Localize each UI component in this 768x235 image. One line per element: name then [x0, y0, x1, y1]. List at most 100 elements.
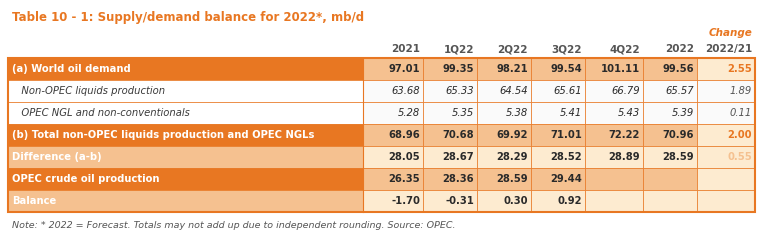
Text: 2022/21: 2022/21	[705, 44, 752, 54]
Text: 69.92: 69.92	[496, 130, 528, 140]
Bar	[363, 58, 423, 80]
Bar	[643, 102, 697, 124]
Text: 72.22: 72.22	[608, 130, 640, 140]
Bar	[363, 168, 423, 190]
Bar	[585, 124, 643, 146]
Bar	[697, 124, 755, 146]
Text: Table 10 - 1: Supply/demand balance for 2022*, mb/d: Table 10 - 1: Supply/demand balance for …	[12, 11, 364, 24]
Text: 63.68: 63.68	[392, 86, 420, 96]
Bar	[697, 190, 755, 212]
Text: 28.59: 28.59	[662, 152, 694, 162]
Text: OPEC NGL and non-conventionals: OPEC NGL and non-conventionals	[12, 108, 190, 118]
Text: Balance: Balance	[12, 196, 56, 206]
Bar	[477, 80, 531, 102]
Text: 99.35: 99.35	[442, 64, 474, 74]
Text: 2.00: 2.00	[727, 130, 752, 140]
Bar	[477, 190, 531, 212]
Bar	[585, 168, 643, 190]
Text: 29.44: 29.44	[550, 174, 582, 184]
Text: 5.43: 5.43	[617, 108, 640, 118]
Text: 4Q22: 4Q22	[609, 44, 640, 54]
Bar	[477, 58, 531, 80]
Bar	[531, 102, 585, 124]
Text: 5.28: 5.28	[398, 108, 420, 118]
Bar	[8, 124, 363, 146]
Text: 5.38: 5.38	[506, 108, 528, 118]
Bar	[423, 168, 477, 190]
Bar	[531, 58, 585, 80]
Bar	[363, 124, 423, 146]
Text: 26.35: 26.35	[389, 174, 420, 184]
Bar	[477, 124, 531, 146]
Bar	[363, 190, 423, 212]
Text: 68.96: 68.96	[389, 130, 420, 140]
Text: Non-OPEC liquids production: Non-OPEC liquids production	[12, 86, 165, 96]
Text: 65.57: 65.57	[665, 86, 694, 96]
Text: 65.33: 65.33	[445, 86, 474, 96]
Bar	[697, 58, 755, 80]
Text: Note: * 2022 = Forecast. Totals may not add up due to independent rounding. Sour: Note: * 2022 = Forecast. Totals may not …	[12, 220, 455, 230]
Text: 28.89: 28.89	[608, 152, 640, 162]
Text: 28.59: 28.59	[496, 174, 528, 184]
Bar	[643, 168, 697, 190]
Bar	[423, 190, 477, 212]
Bar	[531, 146, 585, 168]
Bar	[643, 58, 697, 80]
Text: 98.21: 98.21	[496, 64, 528, 74]
Bar	[423, 146, 477, 168]
Text: 2.55: 2.55	[727, 64, 752, 74]
Text: 64.54: 64.54	[499, 86, 528, 96]
Text: 28.67: 28.67	[442, 152, 474, 162]
Text: 65.61: 65.61	[554, 86, 582, 96]
Text: 70.68: 70.68	[442, 130, 474, 140]
Bar	[643, 190, 697, 212]
Bar	[477, 146, 531, 168]
Text: 101.11: 101.11	[601, 64, 640, 74]
Bar	[8, 190, 363, 212]
Bar	[697, 146, 755, 168]
Bar	[531, 80, 585, 102]
Bar	[697, 168, 755, 190]
Text: Difference (a-b): Difference (a-b)	[12, 152, 101, 162]
Text: 2021: 2021	[391, 44, 420, 54]
Text: (b) Total non-OPEC liquids production and OPEC NGLs: (b) Total non-OPEC liquids production an…	[12, 130, 314, 140]
Text: 99.56: 99.56	[662, 64, 694, 74]
Bar	[423, 80, 477, 102]
Text: 2Q22: 2Q22	[498, 44, 528, 54]
Text: 99.54: 99.54	[550, 64, 582, 74]
Text: 28.52: 28.52	[551, 152, 582, 162]
Text: 0.55: 0.55	[727, 152, 752, 162]
Text: OPEC crude oil production: OPEC crude oil production	[12, 174, 160, 184]
Text: (a) World oil demand: (a) World oil demand	[12, 64, 131, 74]
Bar	[643, 146, 697, 168]
Bar	[585, 146, 643, 168]
Bar	[585, 102, 643, 124]
Bar	[8, 80, 363, 102]
Bar	[363, 102, 423, 124]
Bar	[8, 146, 363, 168]
Text: 28.29: 28.29	[496, 152, 528, 162]
Text: 70.96: 70.96	[663, 130, 694, 140]
Bar	[477, 102, 531, 124]
Bar	[8, 102, 363, 124]
Text: 5.39: 5.39	[672, 108, 694, 118]
Text: 1Q22: 1Q22	[443, 44, 474, 54]
Bar	[363, 80, 423, 102]
Bar	[8, 58, 363, 80]
Text: 2022: 2022	[665, 44, 694, 54]
Bar	[585, 80, 643, 102]
Text: 71.01: 71.01	[550, 130, 582, 140]
Text: 0.92: 0.92	[558, 196, 582, 206]
Bar	[585, 58, 643, 80]
Text: 1.89: 1.89	[730, 86, 752, 96]
Text: 5.41: 5.41	[560, 108, 582, 118]
Bar	[531, 124, 585, 146]
Text: 0.11: 0.11	[730, 108, 752, 118]
Text: 28.05: 28.05	[389, 152, 420, 162]
Bar	[8, 168, 363, 190]
Text: 3Q22: 3Q22	[551, 44, 582, 54]
Text: 97.01: 97.01	[389, 64, 420, 74]
Bar	[643, 80, 697, 102]
Bar	[697, 102, 755, 124]
Text: Change: Change	[708, 28, 752, 38]
